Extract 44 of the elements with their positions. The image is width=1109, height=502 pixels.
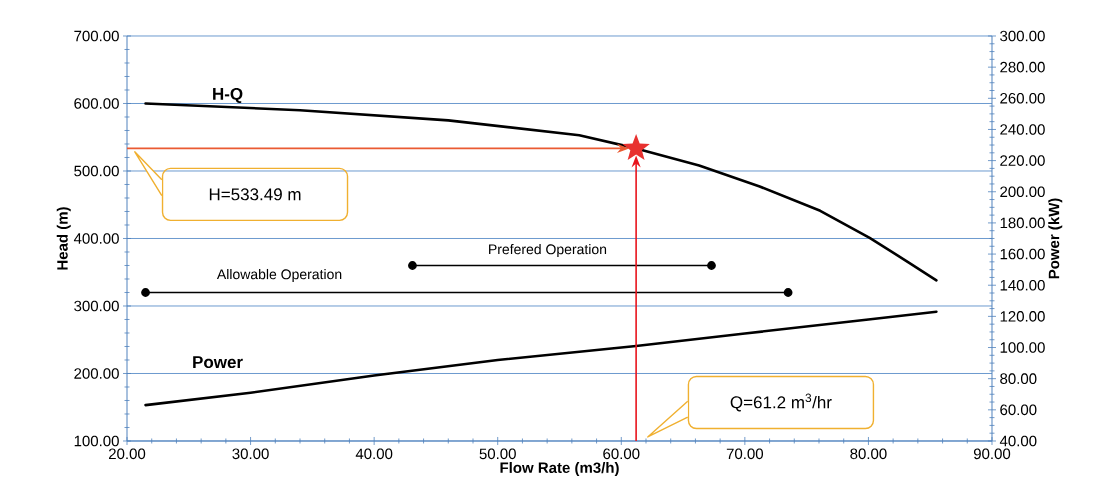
y-tick-label: 300.00	[74, 300, 119, 312]
series-label: Allowable Operation	[216, 268, 342, 283]
x-axis-title: Flow Rate (m3/h)	[500, 462, 619, 476]
y2-tick-label: 80.00	[1000, 373, 1037, 384]
point	[783, 288, 793, 297]
annotation: H=533.49 m	[209, 188, 301, 201]
point	[141, 288, 150, 297]
y-tick-label: 700.00	[74, 30, 119, 42]
y-tick-label: 400.00	[73, 233, 119, 244]
annotation: Q=61.2 m$^{3}$/hr	[730, 393, 832, 412]
point	[707, 261, 716, 270]
y2-axis-title: Power (kW)	[1048, 198, 1063, 279]
line-series	[144, 102, 938, 282]
y2-tick-label: 40.00	[999, 435, 1037, 447]
y2-tick-label: 120.00	[1000, 311, 1045, 322]
y2-tick-label: 140.00	[1000, 279, 1045, 291]
y2-tick-label: 220.00	[1000, 155, 1045, 166]
y2-tick-label: 180.00	[1000, 217, 1045, 229]
point	[622, 133, 650, 161]
y2-tick-label: 300.00	[1000, 30, 1045, 42]
x-tick-label: 40.00	[355, 448, 393, 460]
y-axis-title: Head (m)	[56, 207, 71, 270]
x-tick-label: 30.00	[232, 448, 269, 460]
series-label: H-Q	[213, 87, 243, 104]
x-tick-label: 60.00	[603, 448, 640, 460]
y2-tick-label: 200.00	[1000, 186, 1045, 198]
y2-tick-label: 100.00	[1000, 342, 1045, 353]
series-label: Prefered Operation	[489, 243, 607, 258]
y-tick-label: 500.00	[74, 165, 119, 177]
x-tick-label: 20.00	[108, 448, 146, 460]
y-tick-label: 100.00	[74, 435, 119, 447]
y2-tick-label: 260.00	[1000, 92, 1045, 104]
y2-tick-label: 280.00	[1000, 61, 1045, 73]
y-tick-label: 200.00	[74, 368, 119, 379]
y2-tick-label: 60.00	[1000, 404, 1037, 416]
series-label: Power	[193, 356, 243, 369]
point	[408, 261, 417, 270]
x-tick-label: 80.00	[850, 448, 887, 460]
y2-tick-label: 160.00	[1000, 248, 1045, 260]
x-tick-label: 90.00	[973, 448, 1011, 460]
x-tick-label: 70.00	[726, 448, 764, 460]
y-tick-label: 600.00	[74, 98, 119, 109]
y2-tick-label: 240.00	[1000, 124, 1045, 135]
x-tick-label: 50.00	[479, 448, 516, 460]
